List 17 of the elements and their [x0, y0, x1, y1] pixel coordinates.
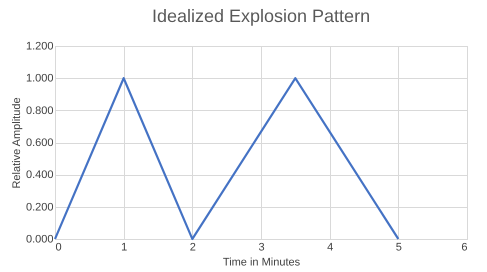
y-tick-label: 1.200: [26, 40, 54, 52]
y-tick-label: 1.000: [26, 72, 54, 85]
y-tick-label: 0.000: [26, 234, 54, 246]
y-tick-label: 0.400: [26, 169, 54, 182]
y-tick-label: 0.600: [26, 137, 54, 149]
x-axis-title: Time in Minutes: [222, 256, 301, 268]
y-tick-label: 0.800: [26, 104, 54, 117]
x-tick-label: 6: [461, 242, 468, 254]
x-tick-label: 1: [121, 242, 128, 254]
y-axis-title: Relative Amplitude: [10, 97, 23, 189]
x-tick-label: 0: [56, 242, 62, 254]
y-tick-label: 0.200: [26, 201, 54, 214]
x-tick-label: 5: [396, 242, 402, 254]
x-tick-label: 2: [190, 242, 196, 254]
x-tick-label: 4: [327, 242, 334, 254]
x-tick-label: 3: [258, 242, 265, 254]
chart-title: Idealized Explosion Pattern: [152, 6, 370, 26]
